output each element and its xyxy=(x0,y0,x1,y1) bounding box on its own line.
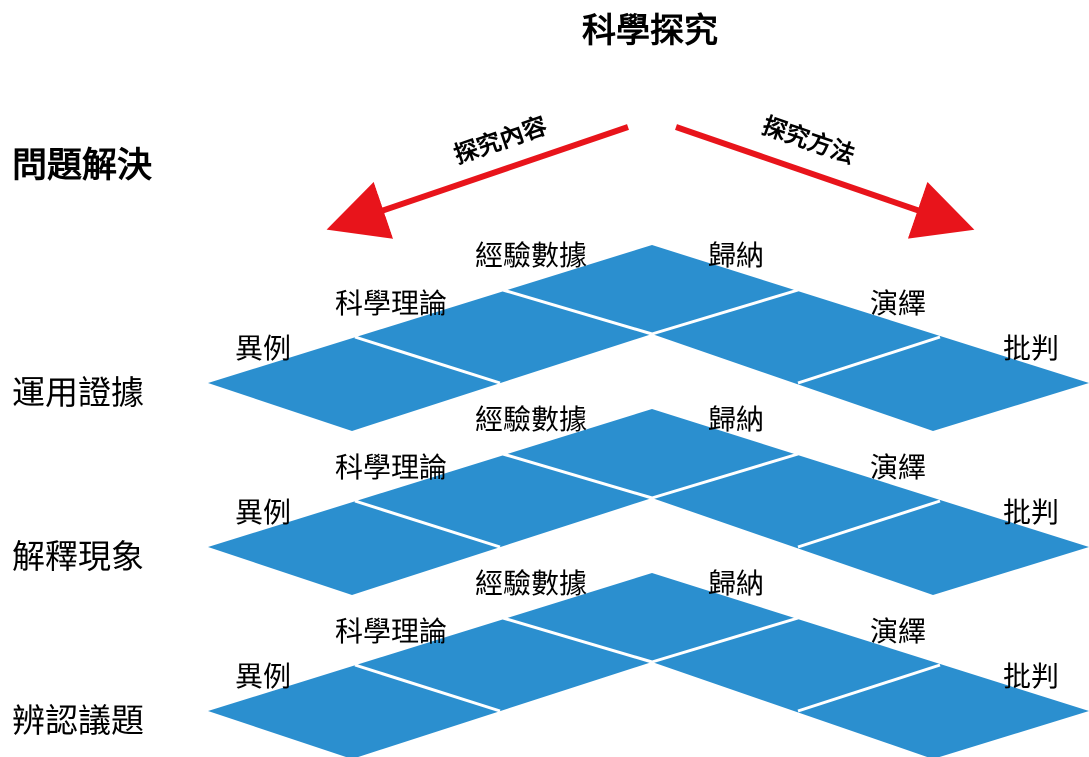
tile-seam xyxy=(502,616,653,664)
layer-tile xyxy=(208,409,1089,595)
tile-seam xyxy=(354,663,501,713)
cell-label: 異例 xyxy=(235,660,291,693)
cell-label: 異例 xyxy=(235,332,291,365)
tile-seam xyxy=(651,288,799,336)
cell-label: 演繹 xyxy=(870,287,926,320)
cell-label: 經驗數據 xyxy=(475,239,587,272)
layer-tile xyxy=(208,245,1089,431)
cell-label: 經驗數據 xyxy=(475,403,587,436)
arrow-method xyxy=(675,124,975,239)
tile-seam xyxy=(651,452,799,500)
cell-label: 科學理論 xyxy=(335,287,447,320)
cell-label: 歸納 xyxy=(708,567,764,600)
tile-seam xyxy=(797,499,941,549)
tile-seam xyxy=(502,288,653,336)
tile-seam xyxy=(502,452,653,500)
cell-label: 歸納 xyxy=(708,403,764,436)
tile-seam xyxy=(354,335,501,385)
tile-seam xyxy=(354,499,501,549)
cell-label: 科學理論 xyxy=(335,451,447,484)
cell-label: 科學理論 xyxy=(335,615,447,648)
top-title: 科學探究 xyxy=(582,11,718,51)
tile-seam xyxy=(797,335,941,385)
cell-label: 演繹 xyxy=(870,615,926,648)
cell-label: 經驗數據 xyxy=(475,567,587,600)
cell-label: 批判 xyxy=(1003,332,1059,365)
tile-seam xyxy=(651,616,799,664)
left-title: 問題解決 xyxy=(12,146,152,186)
cell-label: 異例 xyxy=(235,496,291,529)
cell-label: 批判 xyxy=(1003,496,1059,529)
tile-seam xyxy=(797,663,941,713)
arrow-content xyxy=(326,124,629,239)
cell-label: 批判 xyxy=(1003,660,1059,693)
cell-label: 歸納 xyxy=(708,239,764,272)
layer-tile xyxy=(208,573,1089,757)
layer-label: 運用證據 xyxy=(12,373,144,412)
layer-label: 解釋現象 xyxy=(12,537,144,576)
layer-label: 辨認議題 xyxy=(12,701,144,740)
cell-label: 演繹 xyxy=(870,451,926,484)
